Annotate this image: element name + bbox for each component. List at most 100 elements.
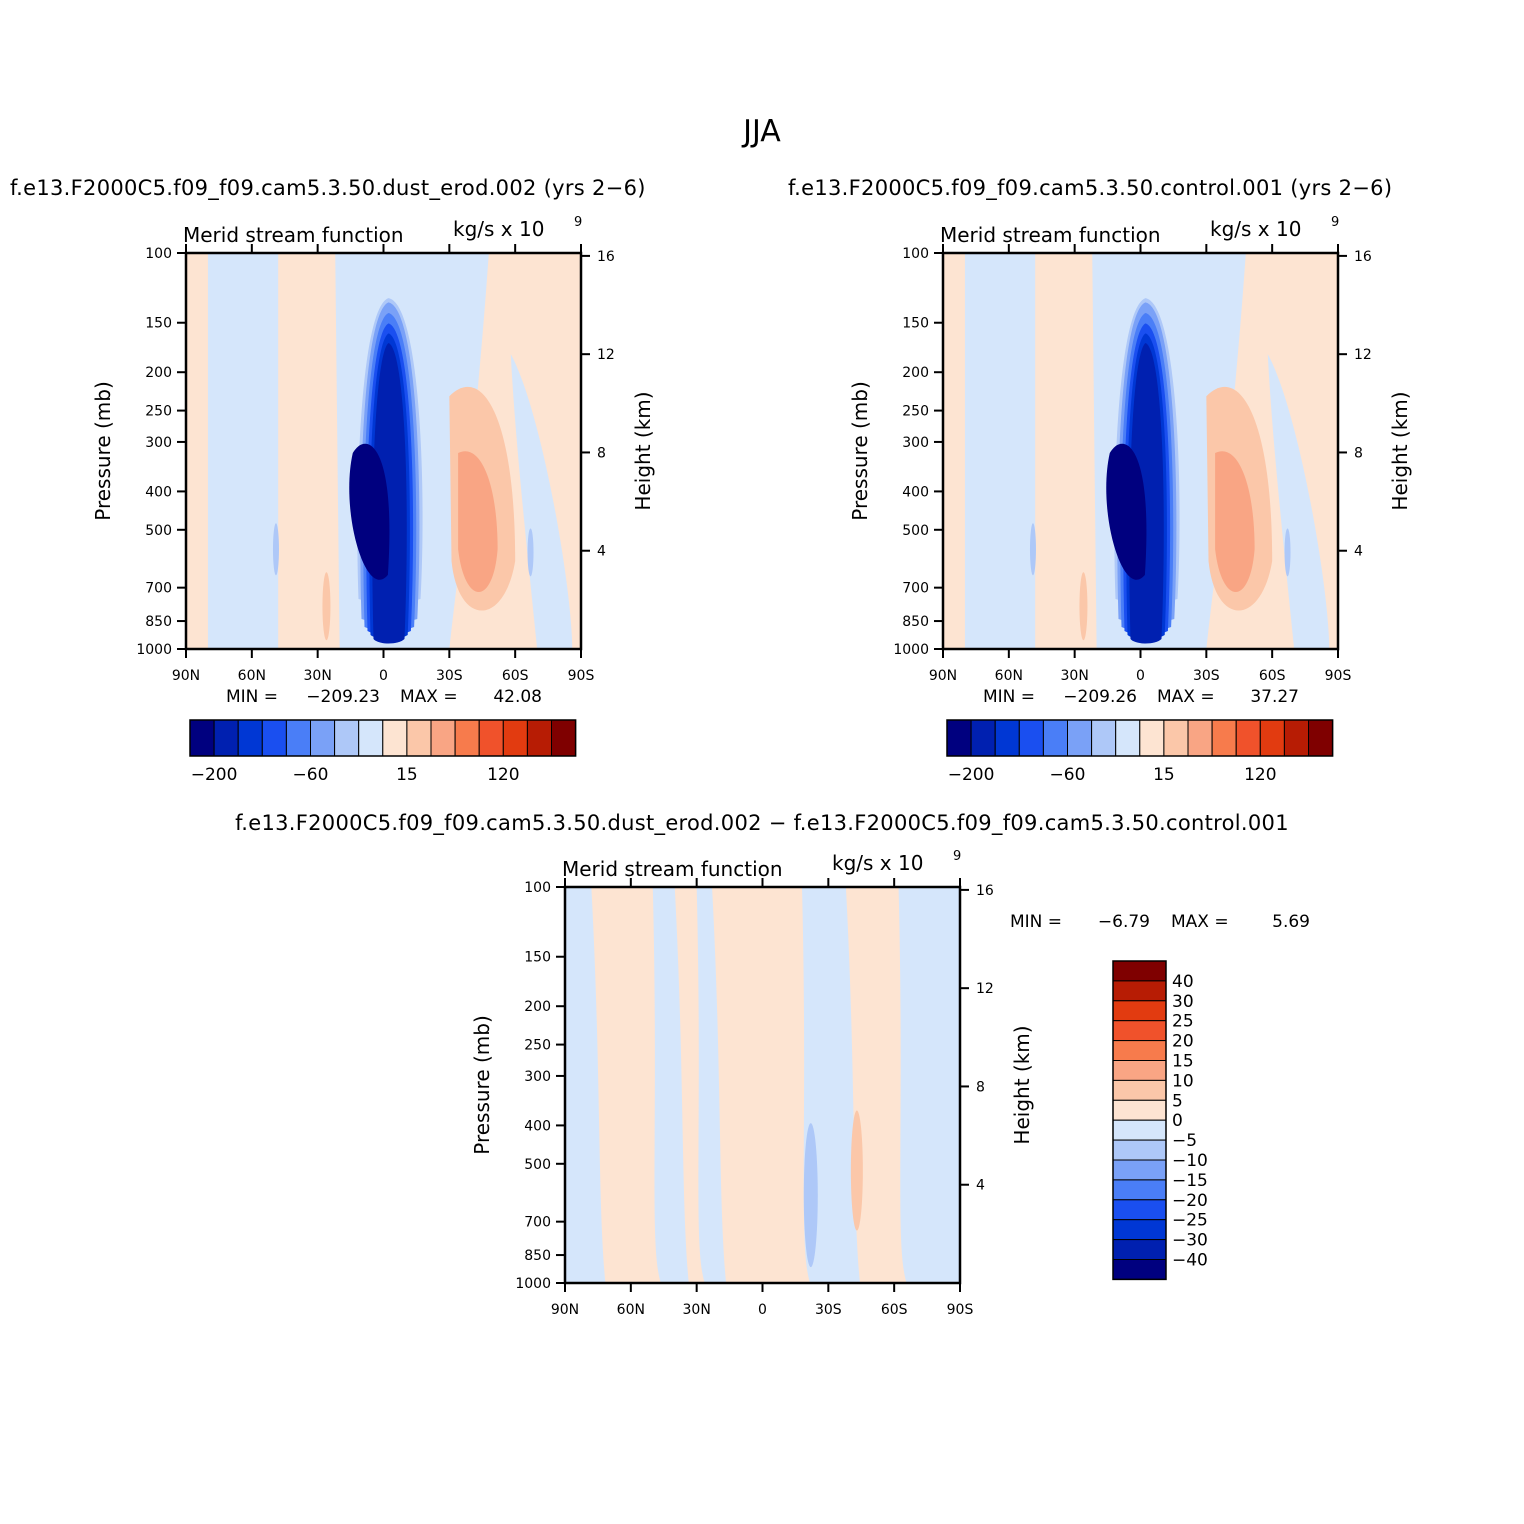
colorbar-box <box>1067 719 1093 757</box>
colorbar-tick-label: −30 <box>1172 1231 1208 1251</box>
y2-tick-label: 8 <box>1354 445 1363 461</box>
x-tick-label: 0 <box>758 1302 767 1318</box>
colorbar-tick-label: 15 <box>396 765 418 785</box>
colorbar-box <box>406 719 432 757</box>
colorbar-tick-label: −200 <box>948 765 995 785</box>
colorbar-box <box>994 719 1020 757</box>
x-tick-label: 30S <box>1193 668 1220 684</box>
colorbar-box <box>1112 1000 1167 1022</box>
units-exponent: 9 <box>1331 215 1339 230</box>
colorbar-box <box>1112 1119 1167 1141</box>
northern-polar-cell-band <box>207 253 279 649</box>
colorbar-box <box>502 719 528 757</box>
colorbar-box <box>213 719 239 757</box>
max-value: 37.27 <box>1250 687 1299 707</box>
panel3-case-title: f.e13.F2000C5.f09_f09.cam5.3.50.dust_ero… <box>235 811 1289 835</box>
variable-label: Merid stream function <box>940 223 1161 247</box>
positive-band-3 <box>712 887 810 1283</box>
x-tick-label: 90N <box>551 1302 579 1318</box>
colorbar-box <box>382 719 408 757</box>
x-tick-label: 60N <box>995 668 1023 684</box>
colorbar-box <box>454 719 480 757</box>
colorbar-box <box>1112 1239 1167 1260</box>
y-tick-label: 150 <box>902 316 929 332</box>
y-tick-label: 250 <box>524 1038 551 1054</box>
y-tick-label: 1000 <box>515 1276 551 1292</box>
y2-axis-label: Height (km) <box>631 391 655 510</box>
colorbar-tick-label: −40 <box>1172 1251 1208 1271</box>
colorbar-box <box>1112 1179 1167 1201</box>
y2-tick-label: 4 <box>597 544 606 560</box>
x-tick-label: 30N <box>683 1302 711 1318</box>
northern-polar-cell-band <box>964 253 1036 649</box>
min-value: −209.23 <box>306 687 380 707</box>
colorbar-box <box>1187 719 1213 757</box>
y-tick-label: 700 <box>524 1215 551 1231</box>
colorbar-box <box>1112 960 1167 982</box>
y2-axis-label: Height (km) <box>1388 391 1412 510</box>
max-label: MAX = <box>1157 687 1215 707</box>
y-tick-label: 250 <box>902 404 929 420</box>
colorbar-frame <box>1112 960 1167 1281</box>
colorbar-box <box>310 719 336 757</box>
colorbar-box <box>1112 1199 1167 1221</box>
panel3-field <box>565 887 960 1283</box>
colorbar-box <box>526 719 553 757</box>
y-tick-label: 200 <box>145 365 172 381</box>
y2-tick-label: 12 <box>597 347 615 363</box>
colorbar-tick-label: −10 <box>1172 1151 1208 1171</box>
northern-orange-patch <box>1079 572 1088 641</box>
colorbar-tick-label: 25 <box>1172 1012 1194 1032</box>
colorbar-tick-label: 15 <box>1153 765 1175 785</box>
colorbar-box <box>1112 1099 1167 1121</box>
positive-band-2 <box>674 887 705 1283</box>
panel1-case-title: f.e13.F2000C5.f09_f09.cam5.3.50.dust_ero… <box>10 176 646 200</box>
max-value: 42.08 <box>493 687 542 707</box>
y-tick-label: 300 <box>902 435 929 451</box>
variable-label: Merid stream function <box>562 857 783 881</box>
y-tick-label: 850 <box>524 1248 551 1264</box>
x-tick-label: 30S <box>815 1302 842 1318</box>
units-exponent: 9 <box>574 215 582 230</box>
colorbar-box <box>189 719 215 757</box>
negative-peak <box>803 1123 818 1268</box>
colorbar-box <box>1235 719 1261 757</box>
y-axis-label: Pressure (mb) <box>470 1015 494 1155</box>
y2-tick-label: 16 <box>597 249 615 265</box>
hadley-core <box>349 443 390 580</box>
y-tick-label: 200 <box>524 999 551 1015</box>
x-tick-label: 60S <box>1259 668 1286 684</box>
y2-tick-label: 4 <box>1354 544 1363 560</box>
colorbar-box <box>946 719 972 757</box>
units-label: kg/s x 10 <box>832 851 923 875</box>
y2-tick-label: 4 <box>976 1178 985 1194</box>
colorbar-box <box>1112 1040 1167 1061</box>
min-value: −6.79 <box>1098 912 1150 932</box>
x-tick-label: 60N <box>617 1302 645 1318</box>
y-tick-label: 250 <box>145 404 172 420</box>
colorbar-box <box>1112 1020 1167 1042</box>
x-tick-label: 90S <box>568 668 595 684</box>
southern-blue-patch <box>1284 528 1291 577</box>
y2-tick-label: 16 <box>1354 249 1372 265</box>
y-tick-label: 150 <box>145 316 172 332</box>
southern-polar-band <box>1267 354 1330 649</box>
colorbar-box <box>1112 1060 1167 1081</box>
colorbar-tick-label: −200 <box>191 765 238 785</box>
positive-peak <box>850 1110 863 1231</box>
northern-blue-patch <box>1029 523 1036 576</box>
colorbar-box <box>1091 719 1117 757</box>
x-tick-label: 30S <box>436 668 463 684</box>
colorbar-tick-label: 10 <box>1172 1071 1194 1091</box>
colorbar-box <box>1163 719 1189 757</box>
y-tick-label: 500 <box>524 1157 551 1173</box>
y-tick-label: 200 <box>902 365 929 381</box>
y2-tick-label: 8 <box>976 1079 985 1095</box>
figure-title: JJA <box>743 114 781 149</box>
units-label: kg/s x 10 <box>453 217 544 241</box>
hadley-core <box>1106 443 1147 580</box>
x-tick-label: 90S <box>947 1302 974 1318</box>
colorbar-tick-label: 120 <box>487 765 519 785</box>
colorbar-tick-label: −5 <box>1172 1131 1197 1151</box>
x-tick-label: 30N <box>1061 668 1089 684</box>
